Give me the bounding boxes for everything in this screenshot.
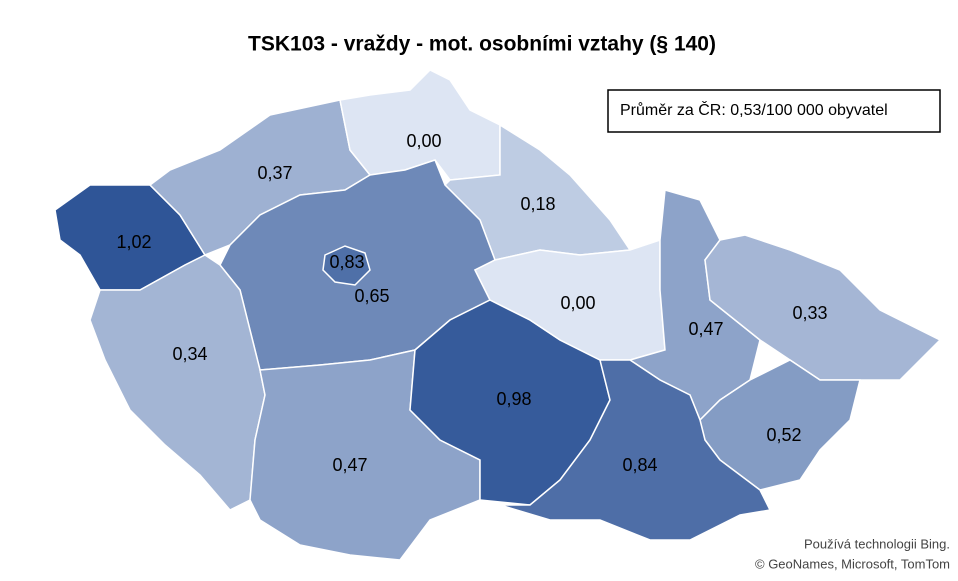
value-label: 0,00 [406, 131, 441, 151]
value-label: 1,02 [116, 232, 151, 252]
region [249, 349, 481, 561]
map-title: TSK103 - vraždy - mot. osobními vztahy (… [248, 33, 716, 56]
value-label: 0,83 [329, 252, 364, 272]
value-label: 0,34 [172, 344, 207, 364]
value-label: 0,47 [688, 319, 723, 339]
region [704, 234, 942, 381]
region [499, 359, 772, 541]
value-label: 0,00 [560, 293, 595, 313]
value-label: 0,84 [622, 455, 657, 475]
annotation-box [607, 89, 941, 133]
value-label: 0,52 [766, 425, 801, 445]
annotation: Průměr za ČR: 0,53/100 000 obyvatel [620, 100, 888, 119]
attribution: Používá technologii Bing. [804, 536, 950, 551]
value-label: 0,65 [354, 286, 389, 306]
attribution: © GeoNames, Microsoft, TomTom [755, 556, 950, 571]
value-label: 0,47 [332, 455, 367, 475]
region [322, 245, 371, 286]
value-label: 0,18 [520, 194, 555, 214]
labels: 1,02 0,37 0,00 0,18 0,83 0,65 0,34 0,47 0,98 0,00… [116, 131, 827, 475]
value-label: 0,33 [792, 303, 827, 323]
value-label: 0,37 [257, 163, 292, 183]
value-label: 0,98 [496, 389, 531, 409]
regions [54, 69, 942, 561]
